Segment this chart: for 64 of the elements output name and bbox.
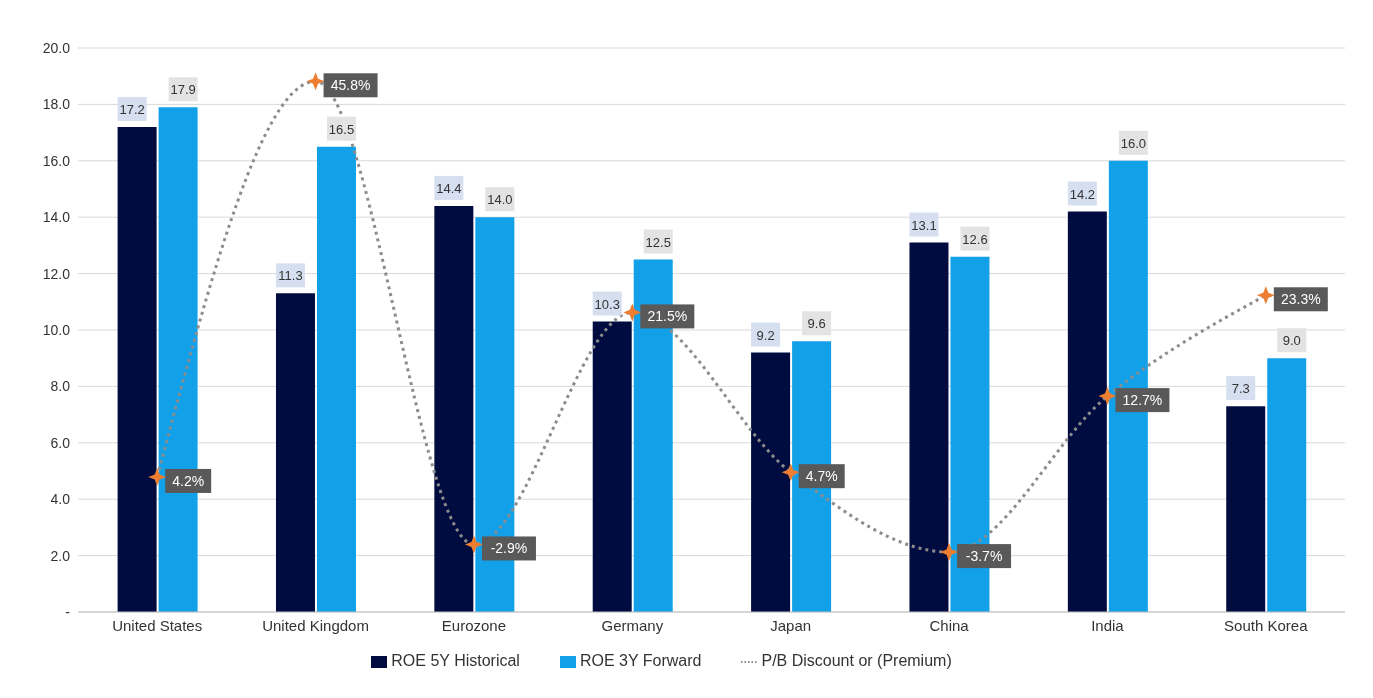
data-label: 10.3 <box>594 296 620 312</box>
y-tick-label: 8.0 <box>50 378 71 395</box>
data-label: 17.2 <box>119 101 145 117</box>
data-label: 9.0 <box>1282 333 1301 349</box>
point <box>781 463 800 482</box>
data-label: 14.2 <box>1069 186 1095 202</box>
data-label: 4.7% <box>805 468 838 485</box>
bar <box>592 321 632 612</box>
data-label: 9.6 <box>807 316 826 332</box>
y-tick-label: 14.0 <box>42 209 71 226</box>
x-tick-label: Germany <box>601 616 664 634</box>
data-label: 13.1 <box>911 217 937 233</box>
x-tick-label: United Kingdom <box>262 616 369 634</box>
data-label: -2.9% <box>490 540 528 557</box>
data-label: 4.2% <box>172 472 205 489</box>
legend-label: ROE 5Y Historical <box>391 652 520 669</box>
point <box>148 467 167 486</box>
y-tick-label: 10.0 <box>42 321 71 338</box>
y-tick-label: 4.0 <box>50 491 71 508</box>
data-label: 17.9 <box>170 82 196 98</box>
x-tick-label: South Korea <box>1224 616 1309 634</box>
legend-label: P/B Discount or (Premium) <box>761 652 952 669</box>
legend-label: ROE 3Y Forward <box>579 652 702 669</box>
y-tick-label: 16.0 <box>42 152 71 169</box>
y-tick-label: 2.0 <box>50 547 71 564</box>
y-tick-label: 12.0 <box>42 265 71 282</box>
data-label: 7.3 <box>1231 381 1250 397</box>
x-tick-label: Japan <box>770 616 812 634</box>
x-tick-label: China <box>929 616 970 634</box>
data-label: 14.4 <box>436 180 462 196</box>
point <box>464 535 483 554</box>
data-label: 14.0 <box>487 192 513 208</box>
data-label: 12.7% <box>1122 392 1163 409</box>
bar <box>117 126 157 612</box>
bar <box>1067 211 1107 612</box>
data-label: 23.3% <box>1280 291 1321 308</box>
data-label: 11.3 <box>278 268 303 284</box>
point <box>940 543 959 562</box>
bar <box>1226 406 1266 612</box>
data-label: 21.5% <box>647 308 688 325</box>
y-tick-label: 18.0 <box>42 96 71 113</box>
bar <box>909 242 949 612</box>
point <box>306 72 325 91</box>
x-tick-label: India <box>1091 616 1125 634</box>
data-label: 45.8% <box>330 77 371 94</box>
bar <box>1267 358 1307 612</box>
data-label: 12.5 <box>645 234 671 250</box>
data-label: 12.6 <box>962 231 988 247</box>
bar <box>275 293 315 612</box>
y-tick-label: - <box>65 603 71 620</box>
bar <box>316 146 356 612</box>
data-label: -3.7% <box>965 548 1003 565</box>
bar <box>434 205 474 612</box>
point <box>623 303 642 322</box>
data-label: 9.2 <box>756 327 775 343</box>
point <box>1098 387 1117 406</box>
bar <box>751 352 791 612</box>
y-tick-label: 20.0 <box>42 39 71 56</box>
data-label: 16.5 <box>328 121 355 137</box>
y-tick-label: 6.0 <box>50 434 71 451</box>
x-tick-label: Eurozone <box>441 616 507 634</box>
point <box>1256 286 1275 305</box>
x-tick-label: United States <box>112 616 203 634</box>
data-label: 16.0 <box>1120 135 1146 151</box>
